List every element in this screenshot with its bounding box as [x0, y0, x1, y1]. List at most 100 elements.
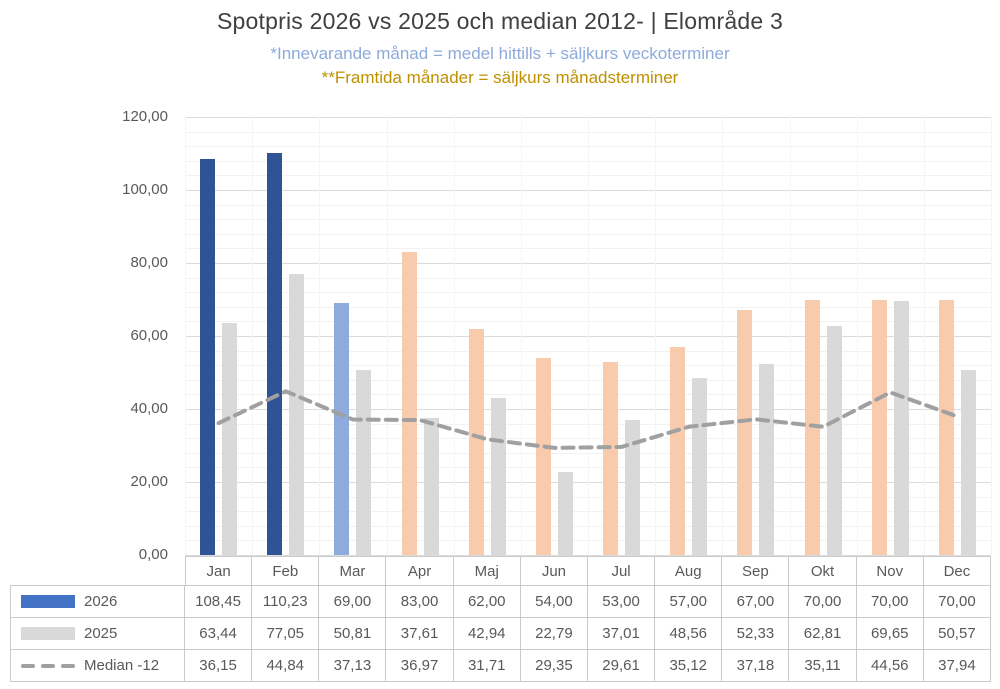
value-cell-2026-mar: 69,00 [319, 586, 387, 618]
value-cell-2026-aug: 57,00 [655, 586, 723, 618]
legend-label-2026: 2026 [84, 593, 118, 610]
y-axis-tick-label: 20,00 [130, 473, 168, 490]
value-cell-median-12-apr: 36,97 [386, 650, 454, 682]
bar-2026-nov [871, 299, 887, 555]
category-boundary-line [453, 117, 455, 555]
category-boundary-line [185, 117, 186, 555]
y-axis-tick-label: 80,00 [130, 254, 168, 271]
legend-key-median-dashes [21, 663, 75, 668]
bar-2026-mar [334, 303, 350, 555]
table-corner-cell [10, 556, 185, 586]
bar-2026-jan [200, 159, 216, 555]
bar-2025-maj [490, 398, 506, 555]
value-cell-median-12-sep: 37,18 [722, 650, 790, 682]
value-cell-median-12-nov: 44,56 [856, 650, 924, 682]
value-cell-2025-jun: 22,79 [520, 618, 588, 650]
legend-label-2025: 2025 [84, 625, 118, 642]
value-cell-2025-aug: 48,56 [655, 618, 723, 650]
value-cell-2026-okt: 70,00 [789, 586, 857, 618]
bar-2025-sep [759, 364, 775, 555]
y-axis-tick-label: 120,00 [122, 108, 168, 125]
category-boundary-line [856, 117, 858, 555]
value-cell-2025-dec: 50,57 [923, 618, 991, 650]
value-cell-median-12-jun: 29,35 [520, 650, 588, 682]
bar-2025-dec [960, 370, 976, 555]
value-cell-2026-jan: 108,45 [185, 586, 253, 618]
category-boundary-line [520, 117, 522, 555]
category-boundary-line [588, 117, 589, 555]
legend-label-median-12: Median -12 [84, 657, 160, 674]
month-header-cell-dec: Dec [923, 556, 991, 586]
value-cell-2026-jul: 53,00 [587, 586, 656, 618]
value-cell-2026-maj: 62,00 [453, 586, 521, 618]
legend-key-2025-swatch [21, 627, 75, 640]
month-header-cell-aug: Aug [655, 556, 723, 586]
month-header-cell-maj: Maj [453, 556, 521, 586]
bar-2025-jun [557, 471, 573, 555]
value-cell-2026-feb: 110,23 [252, 586, 320, 618]
value-cell-2025-apr: 37,61 [386, 618, 454, 650]
category-boundary-line [722, 117, 724, 555]
month-header-cell-mar: Mar [319, 556, 387, 586]
value-cell-2026-apr: 83,00 [386, 586, 454, 618]
value-cell-median-12-mar: 37,13 [319, 650, 387, 682]
month-header-cell-nov: Nov [856, 556, 924, 586]
bar-2025-jul [625, 419, 641, 555]
value-cell-median-12-jul: 29,61 [587, 650, 656, 682]
value-cell-2026-sep: 67,00 [722, 586, 790, 618]
value-cell-2026-dec: 70,00 [923, 586, 991, 618]
bar-2025-aug [692, 377, 708, 555]
y-axis-tick-label: 40,00 [130, 400, 168, 417]
value-cell-2025-okt: 62,81 [789, 618, 857, 650]
bar-2025-jan [222, 323, 238, 555]
value-cell-2025-maj: 42,94 [453, 618, 521, 650]
bar-2025-okt [826, 325, 842, 555]
bar-2026-aug [670, 346, 686, 555]
median-line-layer [216, 389, 960, 450]
bar-2026-dec [938, 299, 954, 555]
category-boundary-line [386, 117, 388, 555]
legend-cell-median-12: Median -12 [10, 650, 185, 682]
value-cell-median-12-maj: 31,71 [453, 650, 521, 682]
bar-2026-jun [535, 357, 551, 555]
gridline-major [185, 555, 991, 556]
bar-2026-feb [267, 152, 283, 555]
chart-subtitle-current-month: *Innevarande månad = medel hittills + sä… [270, 44, 730, 63]
legend-cell-2025: 2025 [10, 618, 185, 650]
y-axis-tick-label: 60,00 [130, 327, 168, 344]
chart-subtitle-future-months: **Framtida månader = säljkurs månadsterm… [321, 68, 679, 87]
value-cell-2025-feb: 77,05 [252, 618, 320, 650]
bar-2026-maj [468, 328, 484, 555]
value-cell-median-12-dec: 37,94 [923, 650, 991, 682]
legend-key-2026-swatch [21, 595, 75, 608]
month-header-cell-apr: Apr [386, 556, 454, 586]
bar-2026-jul [603, 361, 619, 555]
chart-title: Spotpris 2026 vs 2025 och median 2012- |… [217, 8, 783, 34]
value-cell-median-12-aug: 35,12 [655, 650, 723, 682]
y-axis-tick-label: 0,00 [138, 546, 168, 563]
category-boundary-line [923, 117, 925, 555]
median-line [216, 389, 960, 450]
category-boundary-line [789, 117, 791, 555]
category-boundary-line [655, 117, 657, 555]
bar-2025-apr [423, 417, 439, 555]
value-cell-median-12-jan: 36,15 [185, 650, 253, 682]
plot-area [185, 117, 992, 556]
value-cell-median-12-okt: 35,11 [789, 650, 857, 682]
y-axis-tick-label: 100,00 [122, 181, 168, 198]
value-cell-2026-jun: 54,00 [520, 586, 588, 618]
bar-2025-mar [356, 369, 372, 555]
value-cell-2025-jan: 63,44 [185, 618, 253, 650]
value-cell-2025-sep: 52,33 [722, 618, 790, 650]
bar-2025-nov [893, 300, 909, 555]
value-cell-2026-nov: 70,00 [856, 586, 924, 618]
category-boundary-line [252, 117, 254, 555]
bar-2026-sep [737, 310, 753, 555]
month-header-cell-feb: Feb [252, 556, 320, 586]
category-boundary-line [319, 117, 321, 555]
value-cell-2025-jul: 37,01 [587, 618, 656, 650]
month-header-cell-jun: Jun [520, 556, 588, 586]
legend-cell-2026: 2026 [10, 586, 185, 618]
value-cell-median-12-feb: 44,84 [252, 650, 320, 682]
